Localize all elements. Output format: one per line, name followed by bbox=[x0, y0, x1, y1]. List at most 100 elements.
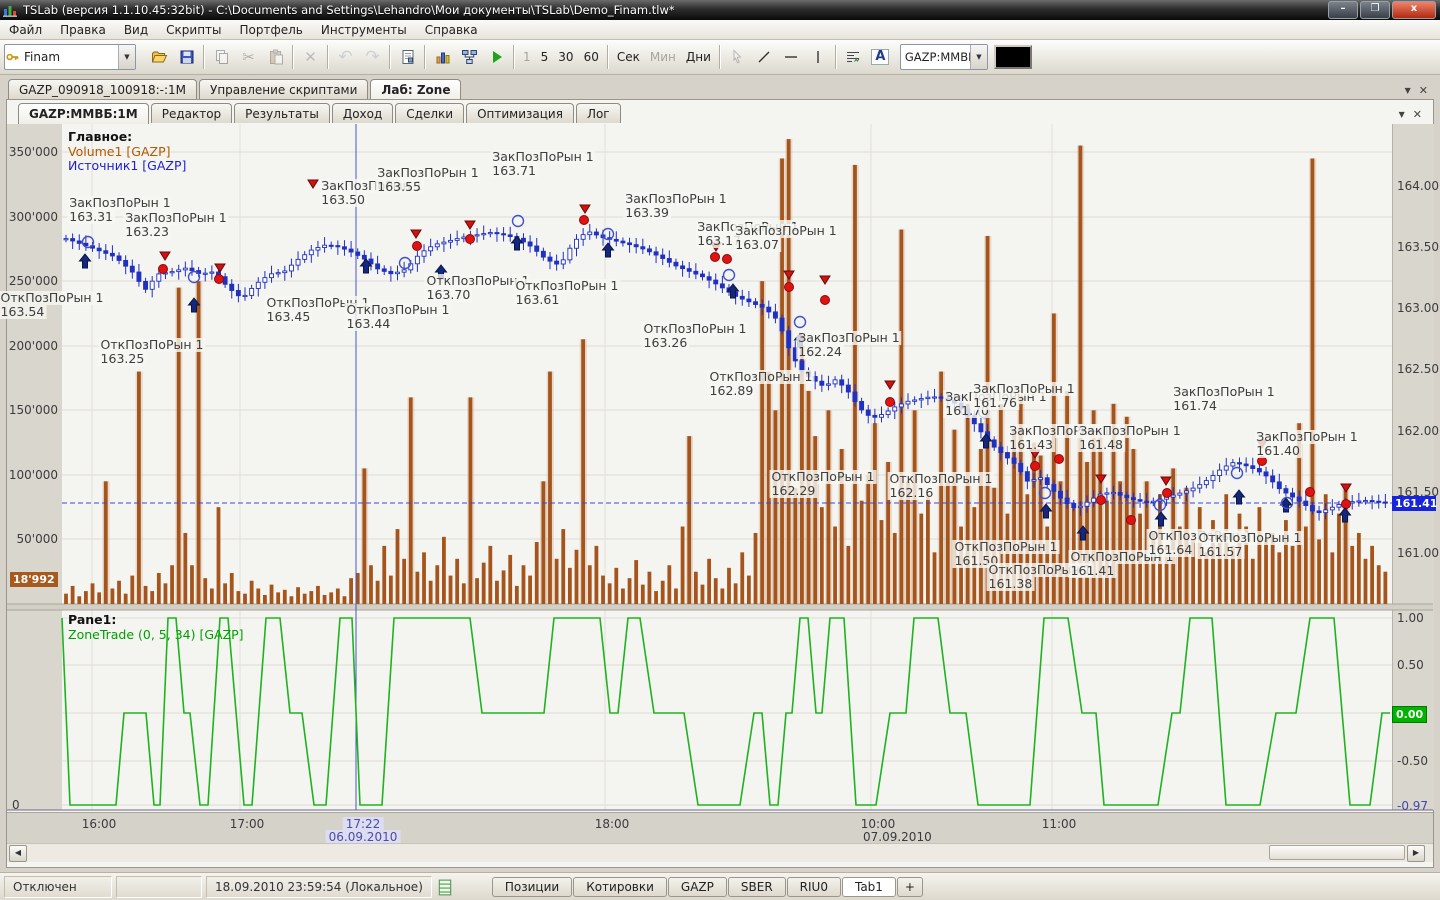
horizontal-line-button[interactable] bbox=[778, 43, 805, 71]
save-button[interactable] bbox=[173, 43, 200, 71]
menu-item[interactable]: Инструменты bbox=[312, 22, 416, 38]
cursor-tool-button[interactable] bbox=[724, 43, 751, 71]
view-tab[interactable]: GAZP:ММВБ:1М bbox=[18, 103, 149, 124]
volume-axis-label: 300'000 bbox=[9, 210, 58, 224]
view-tab[interactable]: Лог bbox=[576, 103, 621, 123]
menu-item[interactable]: Правка bbox=[51, 22, 115, 38]
toolbar-separator bbox=[327, 45, 329, 69]
view-tab[interactable]: Доход bbox=[332, 103, 393, 123]
scroll-left-button[interactable]: ◀ bbox=[9, 845, 27, 862]
properties-icon bbox=[400, 49, 416, 65]
window-title: TSLab (версия 1.1.10.45:32bit) - C:\Docu… bbox=[23, 3, 675, 17]
properties-button[interactable] bbox=[394, 43, 421, 71]
text-label-button[interactable]: A bbox=[867, 43, 894, 71]
tab-close-icon[interactable]: ✕ bbox=[1413, 108, 1422, 121]
open-folder-icon bbox=[151, 49, 168, 65]
h-scrollbar[interactable]: ◀ ▶ bbox=[7, 843, 1433, 862]
time-tick-label: 10:00 bbox=[861, 817, 896, 831]
vertical-line-button[interactable] bbox=[805, 43, 832, 71]
menubar: ФайлПравкаВидСкриптыПортфельИнструментыС… bbox=[0, 20, 1440, 40]
bottom-tab[interactable]: SBER bbox=[728, 877, 786, 897]
horizontal-line-icon bbox=[783, 49, 799, 65]
tab-scroll-icon[interactable]: ▼ bbox=[1405, 86, 1411, 95]
application-window: TSLab (версия 1.1.10.45:32bit) - C:\Docu… bbox=[0, 0, 1440, 900]
account-label: Finam bbox=[20, 50, 118, 64]
copy-button[interactable] bbox=[208, 43, 235, 71]
interval-60-button[interactable]: 60 bbox=[579, 50, 604, 64]
tab-close-icon[interactable]: ✕ bbox=[1419, 84, 1428, 97]
script-scheme-button[interactable] bbox=[456, 43, 483, 71]
zone-axis-label: -0.50 bbox=[1397, 754, 1428, 768]
menu-item[interactable]: Файл bbox=[0, 22, 51, 38]
key-icon bbox=[5, 49, 20, 65]
journal-icon[interactable] bbox=[438, 879, 452, 896]
last-volume-badge: 18'992 bbox=[10, 572, 58, 587]
toolbar-separator bbox=[719, 45, 721, 69]
price-axis-label: 162.00 bbox=[1397, 424, 1439, 438]
unit-minutes-button[interactable]: Мин bbox=[645, 50, 681, 64]
close-button[interactable]: x bbox=[1392, 1, 1436, 19]
redo-button[interactable]: ↷ bbox=[359, 43, 386, 71]
run-button[interactable] bbox=[483, 43, 510, 71]
doc-tab[interactable]: Управление скриптами bbox=[199, 79, 368, 99]
unit-days-button[interactable]: Дни bbox=[681, 50, 716, 64]
copy-icon bbox=[214, 49, 230, 65]
menu-item[interactable]: Справка bbox=[416, 22, 487, 38]
time-tick-label: 11:00 bbox=[1042, 817, 1077, 831]
bottom-tab[interactable]: Котировки bbox=[573, 877, 667, 897]
main-chart-plot[interactable] bbox=[62, 124, 1392, 604]
view-tab[interactable]: Оптимизация bbox=[466, 103, 574, 123]
minimize-button[interactable]: – bbox=[1328, 1, 1358, 19]
undo-button[interactable]: ↶ bbox=[332, 43, 359, 71]
indicator-button[interactable] bbox=[840, 43, 867, 71]
cursor-icon bbox=[729, 49, 745, 65]
account-select[interactable]: Finam ▼ bbox=[4, 44, 136, 70]
doc-tab[interactable]: GAZP_090918_100918:-:1M bbox=[8, 79, 197, 99]
maximize-button[interactable]: ❐ bbox=[1360, 1, 1390, 19]
scroll-right-button[interactable]: ▶ bbox=[1407, 845, 1425, 862]
cut-button[interactable]: ✂ bbox=[235, 43, 262, 71]
volume-axis-label: 100'000 bbox=[9, 468, 58, 482]
document-tabstrip-controls: ▼ ✕ bbox=[1405, 84, 1428, 97]
doc-tab[interactable]: Лаб: Zone bbox=[370, 79, 461, 100]
document-tabstrip: GAZP_090918_100918:-:1MУправление скрипт… bbox=[8, 78, 463, 99]
connection-status: Отключен bbox=[4, 876, 112, 898]
cut-icon: ✂ bbox=[242, 50, 255, 65]
view-tab[interactable]: Редактор bbox=[151, 103, 232, 123]
color-swatch-button[interactable] bbox=[994, 45, 1032, 69]
bottom-tab[interactable]: Позиции bbox=[492, 877, 572, 897]
open-button[interactable] bbox=[146, 43, 173, 71]
menu-item[interactable]: Скрипты bbox=[157, 22, 230, 38]
volume-axis-label: 250'000 bbox=[9, 274, 58, 288]
unit-seconds-button[interactable]: Сек bbox=[612, 50, 645, 64]
zone-axis-label: -0.97 bbox=[1397, 799, 1428, 813]
symbol-dropdown-arrow-icon[interactable]: ▼ bbox=[970, 45, 987, 69]
symbol-label: GAZP:ММВБ bbox=[901, 50, 970, 64]
chart-button[interactable] bbox=[429, 43, 456, 71]
account-dropdown-arrow-icon[interactable]: ▼ bbox=[118, 45, 135, 69]
zone-pane-plot[interactable] bbox=[62, 610, 1392, 810]
delete-button[interactable]: ✕ bbox=[297, 43, 324, 71]
status-panel-empty bbox=[116, 876, 202, 898]
interval-1-button[interactable]: 1 bbox=[518, 50, 536, 64]
interval-5-button[interactable]: 5 bbox=[536, 50, 554, 64]
paste-button[interactable] bbox=[262, 43, 289, 71]
menu-item[interactable]: Портфель bbox=[231, 22, 312, 38]
pane-zero-label: 0 bbox=[12, 798, 20, 812]
bottom-tab[interactable]: RIU0 bbox=[787, 877, 841, 897]
view-tabstrip-controls: ▼ ✕ bbox=[1399, 108, 1422, 121]
add-tab-button[interactable]: + bbox=[897, 877, 923, 897]
bottom-tab[interactable]: Tab1 bbox=[842, 877, 896, 897]
volume-axis: 350'000300'000250'000200'000150'000100'0… bbox=[7, 124, 62, 810]
bottom-tab[interactable]: GAZP bbox=[668, 877, 727, 897]
interval-30-button[interactable]: 30 bbox=[553, 50, 578, 64]
symbol-select[interactable]: GAZP:ММВБ ▼ bbox=[900, 44, 988, 70]
indicator-icon bbox=[845, 49, 861, 65]
view-tab[interactable]: Результаты bbox=[234, 103, 330, 123]
tab-scroll-icon[interactable]: ▼ bbox=[1399, 110, 1405, 119]
trend-line-button[interactable] bbox=[751, 43, 778, 71]
price-axis-label: 163.50 bbox=[1397, 240, 1439, 254]
view-tab[interactable]: Сделки bbox=[395, 103, 464, 123]
scroll-thumb[interactable] bbox=[1269, 845, 1405, 860]
menu-item[interactable]: Вид bbox=[115, 22, 157, 38]
